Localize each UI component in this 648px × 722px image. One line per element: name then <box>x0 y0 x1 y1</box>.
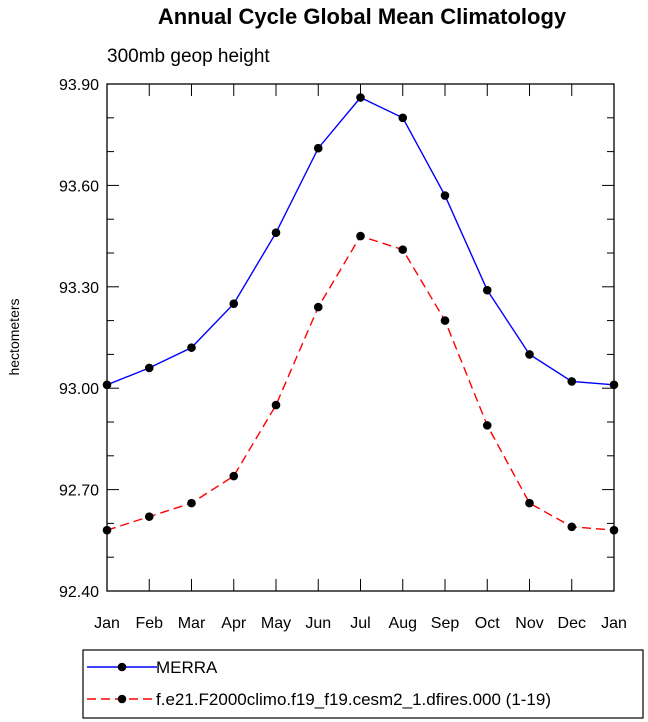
x-tick-label: Dec <box>558 615 586 632</box>
series-1-point <box>482 421 492 430</box>
y-tick-label: 93.60 <box>59 178 99 195</box>
y-tick-label: 93.00 <box>59 381 99 398</box>
y-tick-label: 93.30 <box>59 280 99 297</box>
x-tick-label: Nov <box>515 615 543 632</box>
series-1-point <box>440 316 450 325</box>
x-tick-label: Apr <box>221 615 247 632</box>
series-0-point <box>271 228 281 238</box>
series-1-point <box>271 400 281 410</box>
chart-title: Annual Cycle Global Mean Climatology <box>158 4 567 29</box>
series-0-point <box>144 363 154 373</box>
series-line-1 <box>106 235 615 531</box>
legend: MERRA f.e21.F2000climo.f19_f19.cesm2_1.df… <box>82 649 644 719</box>
series-line-0 <box>106 96 615 386</box>
x-tick-label: May <box>261 615 291 632</box>
y-axis-label: hectometers <box>6 298 22 375</box>
x-tick-label: Jan <box>94 615 120 632</box>
x-tick-label: Sep <box>431 615 460 632</box>
series-0-point <box>229 299 239 309</box>
legend-box <box>82 649 644 719</box>
series-0-point <box>187 343 196 352</box>
legend-marker-0 <box>117 662 127 672</box>
x-tick-label: Jul <box>350 615 370 632</box>
x-tick-label: Jun <box>305 615 331 632</box>
series-1-point <box>313 302 323 312</box>
series-0-point <box>609 380 619 390</box>
series-0-point <box>567 377 577 386</box>
y-tick-label: 92.70 <box>59 483 99 500</box>
y-tick-label: 93.90 <box>59 77 99 94</box>
series-1-point <box>187 498 196 508</box>
y-tick-label: 92.40 <box>59 584 99 601</box>
series-0-point <box>356 93 365 102</box>
series-1-point <box>609 525 619 535</box>
x-tick-label: Feb <box>135 615 163 632</box>
series-0-point <box>313 143 323 153</box>
series-0-point <box>440 191 450 200</box>
legend-label-0: MERRA <box>156 658 218 677</box>
x-tick-label: Jan <box>601 615 627 632</box>
x-tick-label: Aug <box>389 615 417 632</box>
series-1-point <box>102 525 112 535</box>
x-tick-label: Oct <box>475 615 500 632</box>
series-1-point <box>567 522 577 532</box>
series-0-point <box>482 285 492 295</box>
series-1-point <box>356 231 365 241</box>
x-tick-label: Mar <box>178 615 206 632</box>
plot-frame <box>106 83 615 592</box>
series-1-point <box>525 498 534 508</box>
plot-area: 92.40 92.70 93.00 93.30 93.60 93.90 Jan Feb Mar A… <box>59 77 627 632</box>
series-0-point <box>102 380 112 390</box>
chart-subtitle: 300mb geop height <box>107 46 270 67</box>
series-1-point <box>144 512 154 521</box>
series-0-point <box>525 350 534 359</box>
legend-marker-1 <box>117 694 127 704</box>
legend-label-1: f.e21.F2000climo.f19_f19.cesm2_1.dfires.… <box>156 690 551 709</box>
series-1-point <box>229 471 239 481</box>
series-0-point <box>398 113 408 123</box>
series-1-point <box>398 245 408 254</box>
